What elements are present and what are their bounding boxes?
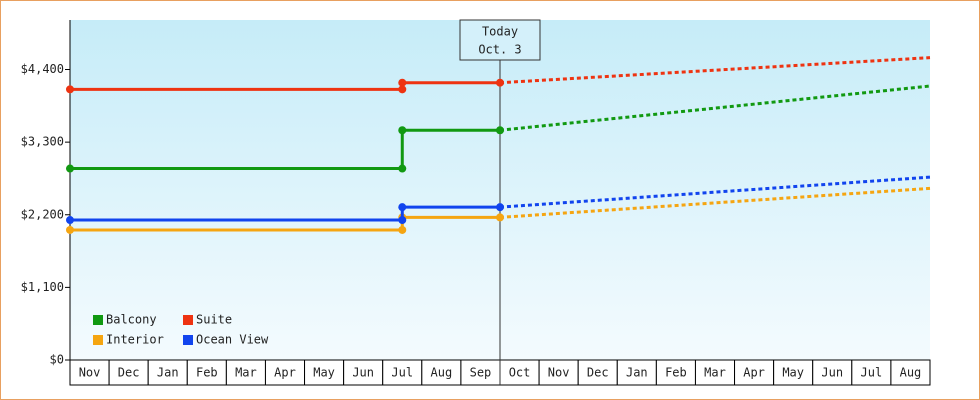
x-tick-label: Jul bbox=[391, 366, 413, 380]
x-tick-label: Apr bbox=[743, 366, 765, 380]
price-line bbox=[70, 205, 500, 222]
x-tick-label: Apr bbox=[274, 366, 296, 380]
point bbox=[398, 164, 407, 173]
y-tick-label: $1,100 bbox=[21, 280, 64, 294]
month-cell bbox=[694, 359, 736, 386]
month-cell bbox=[655, 359, 696, 386]
point bbox=[66, 164, 74, 173]
month-cell bbox=[264, 359, 306, 386]
projection-line bbox=[499, 186, 931, 219]
point bbox=[496, 126, 504, 135]
point bbox=[398, 78, 407, 87]
projection-line bbox=[499, 175, 931, 209]
y-tick-label: $0 bbox=[50, 353, 64, 367]
x-tick-label: Jun bbox=[821, 366, 843, 380]
point bbox=[66, 85, 74, 94]
x-tick-label: Feb bbox=[665, 366, 687, 380]
month-cell bbox=[343, 359, 384, 386]
point bbox=[398, 216, 407, 225]
point bbox=[66, 216, 74, 225]
month-cell bbox=[421, 359, 462, 386]
x-tick-label: Dec bbox=[587, 366, 609, 380]
month-cell bbox=[773, 359, 814, 386]
point bbox=[496, 78, 504, 87]
legend-swatch bbox=[93, 315, 103, 325]
y-tick-label: $3,300 bbox=[21, 135, 64, 149]
x-tick-label: May bbox=[782, 366, 804, 380]
point bbox=[398, 85, 407, 94]
month-cell bbox=[304, 359, 345, 386]
x-tick-label: Aug bbox=[431, 366, 453, 380]
x-tick-label: Mar bbox=[704, 366, 726, 380]
x-tick-label: Feb bbox=[196, 366, 218, 380]
x-tick-label: Nov bbox=[548, 366, 570, 380]
point bbox=[398, 225, 407, 234]
legend-label: Balcony bbox=[106, 313, 157, 327]
x-tick-label: Jan bbox=[157, 366, 179, 380]
y-tick-label: $4,400 bbox=[21, 62, 64, 76]
month-cell bbox=[734, 359, 775, 386]
today-label: Oct. 3 bbox=[478, 43, 521, 57]
legend-label: Ocean View bbox=[196, 333, 269, 347]
month-cell bbox=[147, 359, 188, 386]
projection-line bbox=[499, 84, 931, 132]
month-cell bbox=[577, 359, 618, 386]
month-cell bbox=[69, 359, 110, 386]
month-cell bbox=[108, 359, 149, 386]
point bbox=[66, 225, 74, 234]
x-tick-label: Jan bbox=[626, 366, 648, 380]
today-label: Today bbox=[482, 25, 518, 39]
point bbox=[496, 213, 504, 222]
x-tick-label: Dec bbox=[118, 366, 140, 380]
x-tick-label: Nov bbox=[79, 366, 101, 380]
legend-label: Suite bbox=[196, 313, 232, 327]
point bbox=[398, 203, 407, 212]
month-cell bbox=[812, 359, 853, 386]
month-cell bbox=[186, 359, 227, 386]
x-tick-label: Mar bbox=[235, 366, 257, 380]
month-cell bbox=[890, 359, 931, 386]
month-cell bbox=[538, 359, 579, 386]
month-cell bbox=[382, 359, 423, 386]
projection-line bbox=[499, 56, 931, 85]
today-box bbox=[459, 19, 541, 61]
x-tick-label: Jun bbox=[352, 366, 374, 380]
x-tick-label: Oct bbox=[509, 366, 531, 380]
x-tick-label: Jul bbox=[861, 366, 883, 380]
month-cell bbox=[225, 359, 266, 386]
point bbox=[398, 126, 407, 135]
y-tick-label: $2,200 bbox=[21, 207, 64, 221]
x-tick-label: May bbox=[313, 366, 335, 380]
price-line bbox=[70, 128, 500, 171]
legend-swatch bbox=[183, 315, 193, 325]
legend-swatch bbox=[93, 335, 103, 345]
x-tick-label: Aug bbox=[900, 366, 922, 380]
legend-swatch bbox=[183, 335, 193, 345]
month-cell bbox=[616, 359, 657, 386]
x-tick-label: Sep bbox=[470, 366, 492, 380]
legend-label: Interior bbox=[106, 333, 164, 347]
point bbox=[496, 203, 504, 212]
